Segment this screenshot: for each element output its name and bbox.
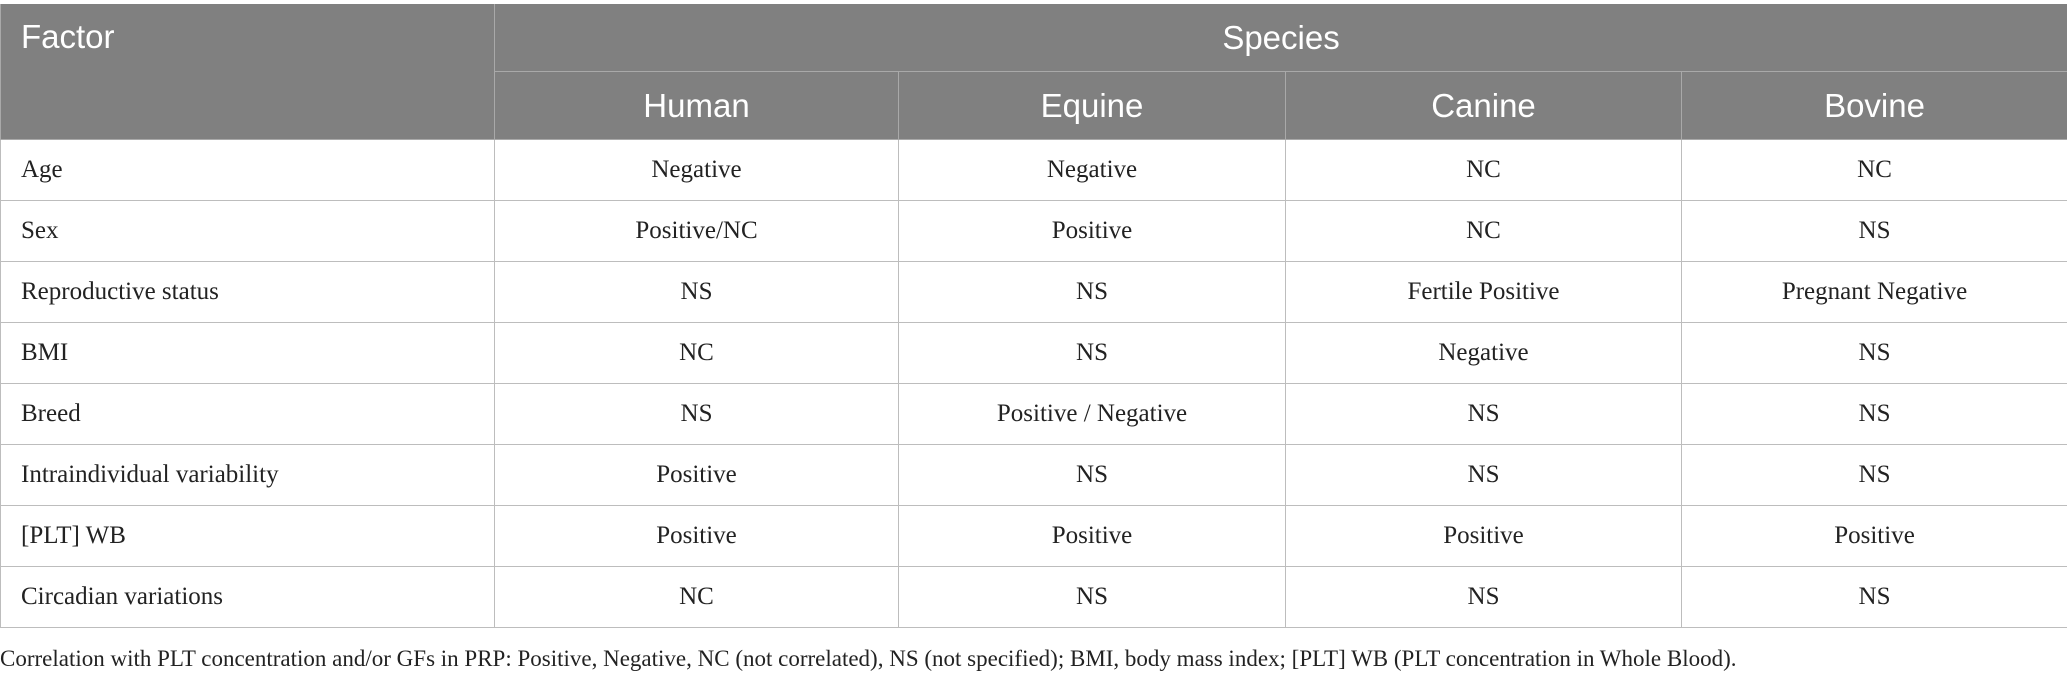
cell-canine: Positive — [1285, 505, 1682, 567]
table-row: Reproductive status NS NS Fertile Positi… — [0, 261, 2067, 323]
table-row: Intraindividual variability Positive NS … — [0, 444, 2067, 506]
cell-canine: NC — [1285, 139, 1682, 201]
cell-bovine: NC — [1680, 139, 2067, 201]
cell-bovine: Positive — [1680, 505, 2067, 567]
cell-bovine: NS — [1680, 200, 2067, 262]
cell-canine: Negative — [1285, 322, 1682, 384]
table-row: Sex Positive/NC Positive NC NS — [0, 200, 2067, 262]
header-row-top: Factor Species — [0, 4, 2067, 140]
cell-human: Positive — [494, 444, 899, 506]
cell-equine: Positive — [898, 200, 1286, 262]
table-row: Breed NS Positive / Negative NS NS — [0, 383, 2067, 445]
table-body: Age Negative Negative NC NC Sex Positive… — [0, 139, 2067, 628]
cell-equine: NS — [898, 322, 1286, 384]
row-factor-label: Circadian variations — [0, 566, 495, 628]
table-footnote: Correlation with PLT concentration and/o… — [0, 646, 1737, 671]
column-header-species: Species — [493, 4, 2067, 72]
cell-canine: NS — [1285, 383, 1682, 445]
row-factor-label: Age — [0, 139, 495, 201]
cell-canine: Fertile Positive — [1285, 261, 1682, 323]
cell-equine: NS — [898, 444, 1286, 506]
row-factor-label: Sex — [0, 200, 495, 262]
cell-equine: Positive / Negative — [898, 383, 1286, 445]
table-header: Factor Species Human Equine Canine Bovin… — [0, 4, 2067, 140]
table-row: Age Negative Negative NC NC — [0, 139, 2067, 201]
column-header-factor: Factor — [0, 4, 495, 140]
cell-bovine: NS — [1680, 322, 2067, 384]
cell-equine: NS — [898, 566, 1286, 628]
cell-equine: Positive — [898, 505, 1286, 567]
cell-canine: NS — [1285, 566, 1682, 628]
column-header-human: Human — [494, 71, 899, 140]
row-factor-label: Breed — [0, 383, 495, 445]
table-row: BMI NC NS Negative NS — [0, 322, 2067, 384]
cell-human: NS — [494, 383, 899, 445]
cell-human: Positive/NC — [494, 200, 899, 262]
cell-human: NC — [494, 566, 899, 628]
row-factor-label: Reproductive status — [0, 261, 495, 323]
cell-equine: Negative — [898, 139, 1286, 201]
cell-human: Positive — [494, 505, 899, 567]
table-row: [PLT] WB Positive Positive Positive Posi… — [0, 505, 2067, 567]
row-factor-label: [PLT] WB — [0, 505, 495, 567]
cell-bovine: Pregnant Negative — [1680, 261, 2067, 323]
column-header-canine: Canine — [1285, 71, 1682, 140]
header-row-species: Human Equine Canine Bovine — [1, 71, 2067, 140]
row-factor-label: BMI — [0, 322, 495, 384]
cell-bovine: NS — [1680, 383, 2067, 445]
column-header-bovine: Bovine — [1680, 71, 2067, 140]
cell-human: Negative — [494, 139, 899, 201]
cell-human: NS — [494, 261, 899, 323]
data-table-container: Factor Species Human Equine Canine Bovin… — [0, 4, 2067, 628]
cell-equine: NS — [898, 261, 1286, 323]
table-row: Circadian variations NC NS NS NS — [0, 566, 2067, 628]
species-factor-table: Factor Species Human Equine Canine Bovin… — [0, 4, 2067, 628]
cell-canine: NC — [1285, 200, 1682, 262]
row-factor-label: Intraindividual variability — [0, 444, 495, 506]
cell-human: NC — [494, 322, 899, 384]
cell-canine: NS — [1285, 444, 1682, 506]
column-header-equine: Equine — [898, 71, 1286, 140]
cell-bovine: NS — [1680, 566, 2067, 628]
cell-bovine: NS — [1680, 444, 2067, 506]
